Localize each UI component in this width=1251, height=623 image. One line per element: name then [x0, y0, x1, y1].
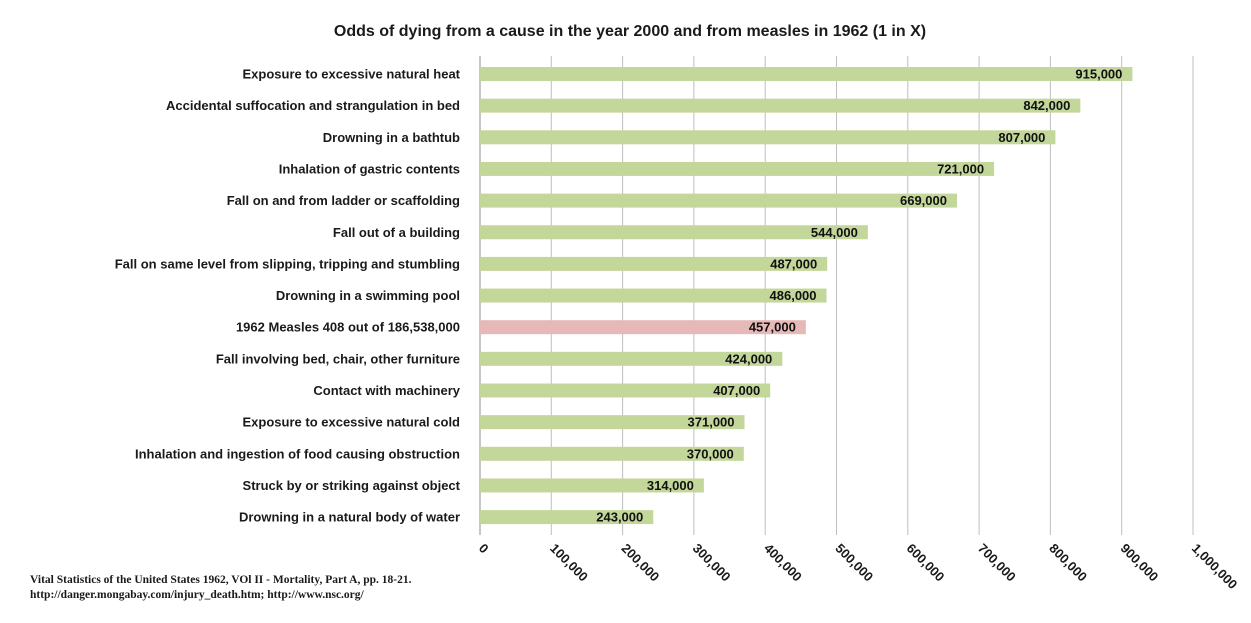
source-note: Vital Statistics of the United States 19…	[30, 573, 411, 603]
x-tick-label: 400,000	[761, 541, 805, 585]
category-labels: Exposure to excessive natural heat Accide…	[115, 67, 461, 525]
category-label: Inhalation and ingestion of food causing…	[135, 446, 460, 461]
data-label: 842,000	[1023, 98, 1070, 113]
x-tick-label: 500,000	[832, 541, 876, 585]
x-tick-label: 200,000	[618, 541, 662, 585]
category-label: 1962 Measles 408 out of 186,538,000	[236, 320, 460, 335]
x-tick-label: 100,000	[547, 541, 591, 585]
category-label: Exposure to excessive natural cold	[243, 415, 461, 430]
data-label: 807,000	[998, 130, 1045, 145]
bar	[480, 383, 771, 398]
bar	[480, 256, 828, 271]
bar	[480, 415, 745, 430]
category-label: Inhalation of gastric contents	[279, 161, 460, 176]
data-label: 915,000	[1075, 67, 1122, 82]
bar	[480, 351, 783, 366]
bar	[480, 130, 1056, 145]
x-tick-label: 0	[476, 541, 492, 557]
bar	[480, 510, 654, 525]
bar-highlight	[480, 320, 806, 335]
bar	[480, 67, 1133, 81]
data-label: 721,000	[937, 161, 984, 176]
x-tick-label: 800,000	[1046, 541, 1090, 585]
data-label: 407,000	[713, 383, 760, 398]
x-tick-label: 900,000	[1118, 541, 1162, 585]
data-label: 487,000	[770, 256, 817, 271]
x-tick-label: 300,000	[690, 541, 734, 585]
category-label: Accidental suffocation and strangulation…	[166, 98, 460, 113]
data-label: 457,000	[749, 320, 796, 335]
source-citation: Vital Statistics of the United States 19…	[30, 574, 412, 586]
source-urls: http://danger.mongabay.com/injury_death.…	[30, 589, 364, 601]
bar	[480, 478, 704, 493]
bar	[480, 288, 827, 303]
chart-title: Odds of dying from a cause in the year 2…	[334, 23, 926, 40]
data-label: 669,000	[900, 193, 947, 208]
category-label: Fall involving bed, chair, other furnitu…	[216, 351, 460, 366]
bar	[480, 98, 1081, 113]
category-label: Fall on same level from slipping, trippi…	[115, 256, 460, 271]
x-tick-label: 600,000	[904, 541, 948, 585]
category-label: Exposure to excessive natural heat	[243, 67, 461, 82]
bar	[480, 193, 957, 208]
data-label: 486,000	[770, 288, 817, 303]
x-axis-tick-labels: 0 100,000 200,000 300,000 400,000 500,000 600,…	[476, 541, 1241, 593]
data-label: 544,000	[811, 225, 858, 240]
x-tick-label: 700,000	[975, 541, 1019, 585]
bars	[480, 67, 1133, 525]
bar	[480, 161, 995, 176]
category-label: Fall out of a building	[333, 225, 460, 240]
category-label: Drowning in a swimming pool	[276, 288, 460, 303]
category-label: Fall on and from ladder or scaffolding	[227, 193, 460, 208]
x-tick-label: 1,000,000	[1189, 541, 1241, 593]
data-label: 371,000	[688, 415, 735, 430]
category-label: Drowning in a natural body of water	[239, 510, 460, 525]
bar	[480, 225, 868, 240]
category-label: Drowning in a bathtub	[323, 130, 460, 145]
category-label: Contact with machinery	[313, 383, 460, 398]
category-label: Struck by or striking against object	[243, 478, 461, 493]
data-label: 424,000	[725, 351, 772, 366]
data-label: 314,000	[647, 478, 694, 493]
data-label: 243,000	[596, 510, 643, 525]
bar	[480, 446, 744, 461]
data-label: 370,000	[687, 446, 734, 461]
data-labels: 915,000 842,000 807,000 721,000 669,000 544,0…	[596, 67, 1122, 525]
